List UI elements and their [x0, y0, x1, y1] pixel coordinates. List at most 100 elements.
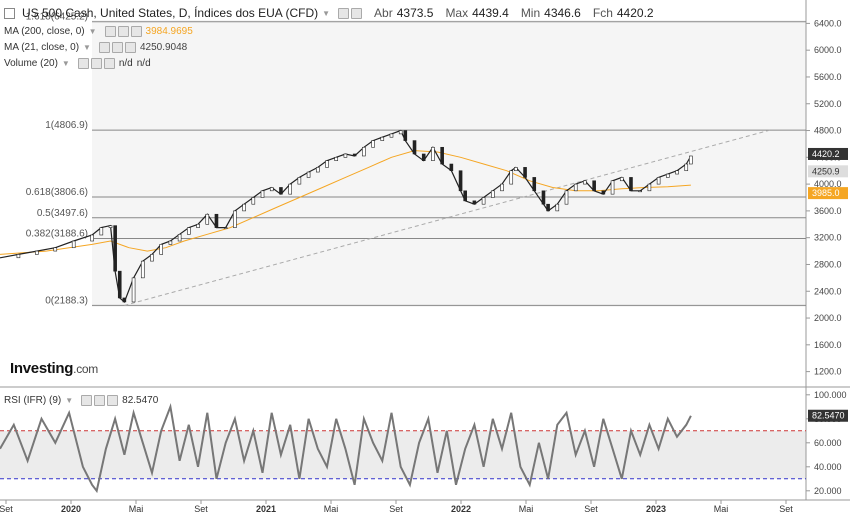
- ma200-caret-icon[interactable]: ▼: [88, 27, 97, 36]
- price-candle: [629, 177, 633, 192]
- volume-close-icon[interactable]: [103, 58, 115, 69]
- ma21-label: MA (21, close, 0): [4, 42, 80, 53]
- price-candle: [380, 136, 385, 141]
- settings-icon[interactable]: [338, 7, 350, 19]
- ma21-caret-icon[interactable]: ▼: [83, 43, 91, 52]
- price-candle: [514, 167, 518, 172]
- rsi-value-badge-bg: [808, 409, 848, 422]
- ma200-value: 3984.9695: [145, 26, 193, 37]
- price-candle: [666, 173, 670, 178]
- price-candle: [251, 197, 256, 205]
- volume-legend: Volume (20) ▼ n/d n/d: [4, 58, 151, 69]
- close-value: 4420.2: [616, 6, 654, 20]
- price-candle: [472, 200, 477, 205]
- open-value: 4373.5: [396, 6, 434, 20]
- time-axis-label: Mai: [129, 504, 144, 514]
- price-candle: [177, 234, 182, 242]
- price-axis-label: 6400.0: [814, 18, 842, 28]
- fib-level-label: 1(4806.9): [45, 120, 88, 131]
- price-candle: [647, 183, 652, 192]
- ma200-settings-icon[interactable]: [104, 26, 116, 37]
- ma21-hide-icon[interactable]: [111, 42, 123, 53]
- fib-level-label: 0.5(3497.6): [37, 208, 88, 219]
- price-axis-label: 1600.0: [814, 340, 842, 350]
- price-candle: [214, 213, 219, 228]
- price-candle: [242, 203, 246, 212]
- time-axis-label: 2022: [451, 504, 471, 514]
- fib-level-label: 0(2188.3): [45, 295, 88, 306]
- price-candle: [362, 146, 366, 157]
- close-price-badge-bg: [808, 147, 848, 160]
- price-candle: [619, 177, 624, 182]
- time-axis-label: Mai: [714, 504, 729, 514]
- price-candle: [343, 153, 348, 158]
- volume-hide-icon[interactable]: [90, 58, 102, 69]
- price-candle: [601, 190, 606, 195]
- time-axis-label: Mai: [519, 504, 534, 514]
- price-candle: [389, 133, 394, 138]
- price-candle: [555, 203, 560, 212]
- price-candle: [150, 254, 154, 262]
- price-candle: [108, 225, 113, 228]
- fib-level-label: 0.382(3188.6): [26, 228, 88, 239]
- price-candle: [431, 146, 435, 161]
- price-candle: [458, 170, 463, 192]
- price-candle: [187, 227, 191, 235]
- rsi-value: 82.5470: [122, 395, 159, 406]
- high-key: Max: [445, 6, 469, 20]
- dropdown-caret-icon[interactable]: ▼: [322, 8, 331, 18]
- price-candle: [523, 167, 527, 178]
- ma200-line: [0, 150, 691, 255]
- price-candle: [352, 153, 357, 157]
- price-candle: [500, 183, 504, 192]
- price-candle: [113, 225, 117, 272]
- rsi-value-badge: 82.5470: [812, 411, 845, 421]
- price-candle: [481, 197, 486, 205]
- price-axis-label: 2000.0: [814, 313, 842, 323]
- ma21-value: 4250.9048: [139, 42, 188, 53]
- rsi-close-icon[interactable]: [107, 395, 119, 406]
- price-candle: [675, 170, 679, 175]
- price-axis-label: 5200.0: [814, 99, 842, 109]
- ma200-close-icon[interactable]: [130, 26, 142, 37]
- fib-level-label: 0.618(3806.6): [26, 187, 88, 198]
- rsi-line: [0, 403, 692, 494]
- volume-settings-icon[interactable]: [77, 58, 89, 69]
- ma200-legend: MA (200, close, 0) ▼ 3984.9695: [4, 26, 193, 37]
- price-candle: [196, 223, 200, 228]
- volume-caret-icon[interactable]: ▼: [61, 59, 70, 68]
- visibility-icon[interactable]: [351, 7, 363, 19]
- price-candle: [16, 254, 21, 259]
- price-candle: [122, 297, 127, 303]
- rsi-label: RSI (IFR) (9): [4, 395, 62, 406]
- price-candle: [71, 240, 76, 249]
- price-candle: [159, 244, 163, 255]
- price-candle: [684, 163, 689, 172]
- price-candle: [168, 240, 173, 245]
- price-axis-label: 2400.0: [814, 286, 842, 296]
- price-candle: [403, 130, 408, 141]
- ma21-settings-icon[interactable]: [98, 42, 110, 53]
- price-candle: [491, 190, 495, 198]
- time-axis-label: 2023: [646, 504, 666, 514]
- low-key: Min: [520, 6, 541, 20]
- price-candle: [99, 227, 104, 236]
- rsi-caret-icon[interactable]: ▼: [65, 396, 74, 405]
- price-candle: [656, 177, 661, 185]
- price-candle: [279, 187, 283, 195]
- collapse-toggle[interactable]: [4, 7, 15, 19]
- rsi-hide-icon[interactable]: [94, 395, 106, 406]
- ma200-hide-icon[interactable]: [117, 26, 129, 37]
- investing-logo: Investing.com: [10, 360, 98, 377]
- price-candle: [297, 177, 302, 185]
- ma21-close-icon[interactable]: [124, 42, 136, 53]
- rsi-legend: RSI (IFR) (9) ▼ 82.5470: [4, 395, 158, 406]
- price-candle: [260, 190, 265, 198]
- rsi-axis-label: 100.000: [814, 390, 847, 400]
- ma21-price-badge: 4250.9: [812, 166, 840, 176]
- price-axis-label: 4000.0: [814, 179, 842, 189]
- price-candle: [509, 170, 514, 185]
- high-value: 4439.4: [472, 6, 509, 20]
- rsi-settings-icon[interactable]: [81, 395, 93, 406]
